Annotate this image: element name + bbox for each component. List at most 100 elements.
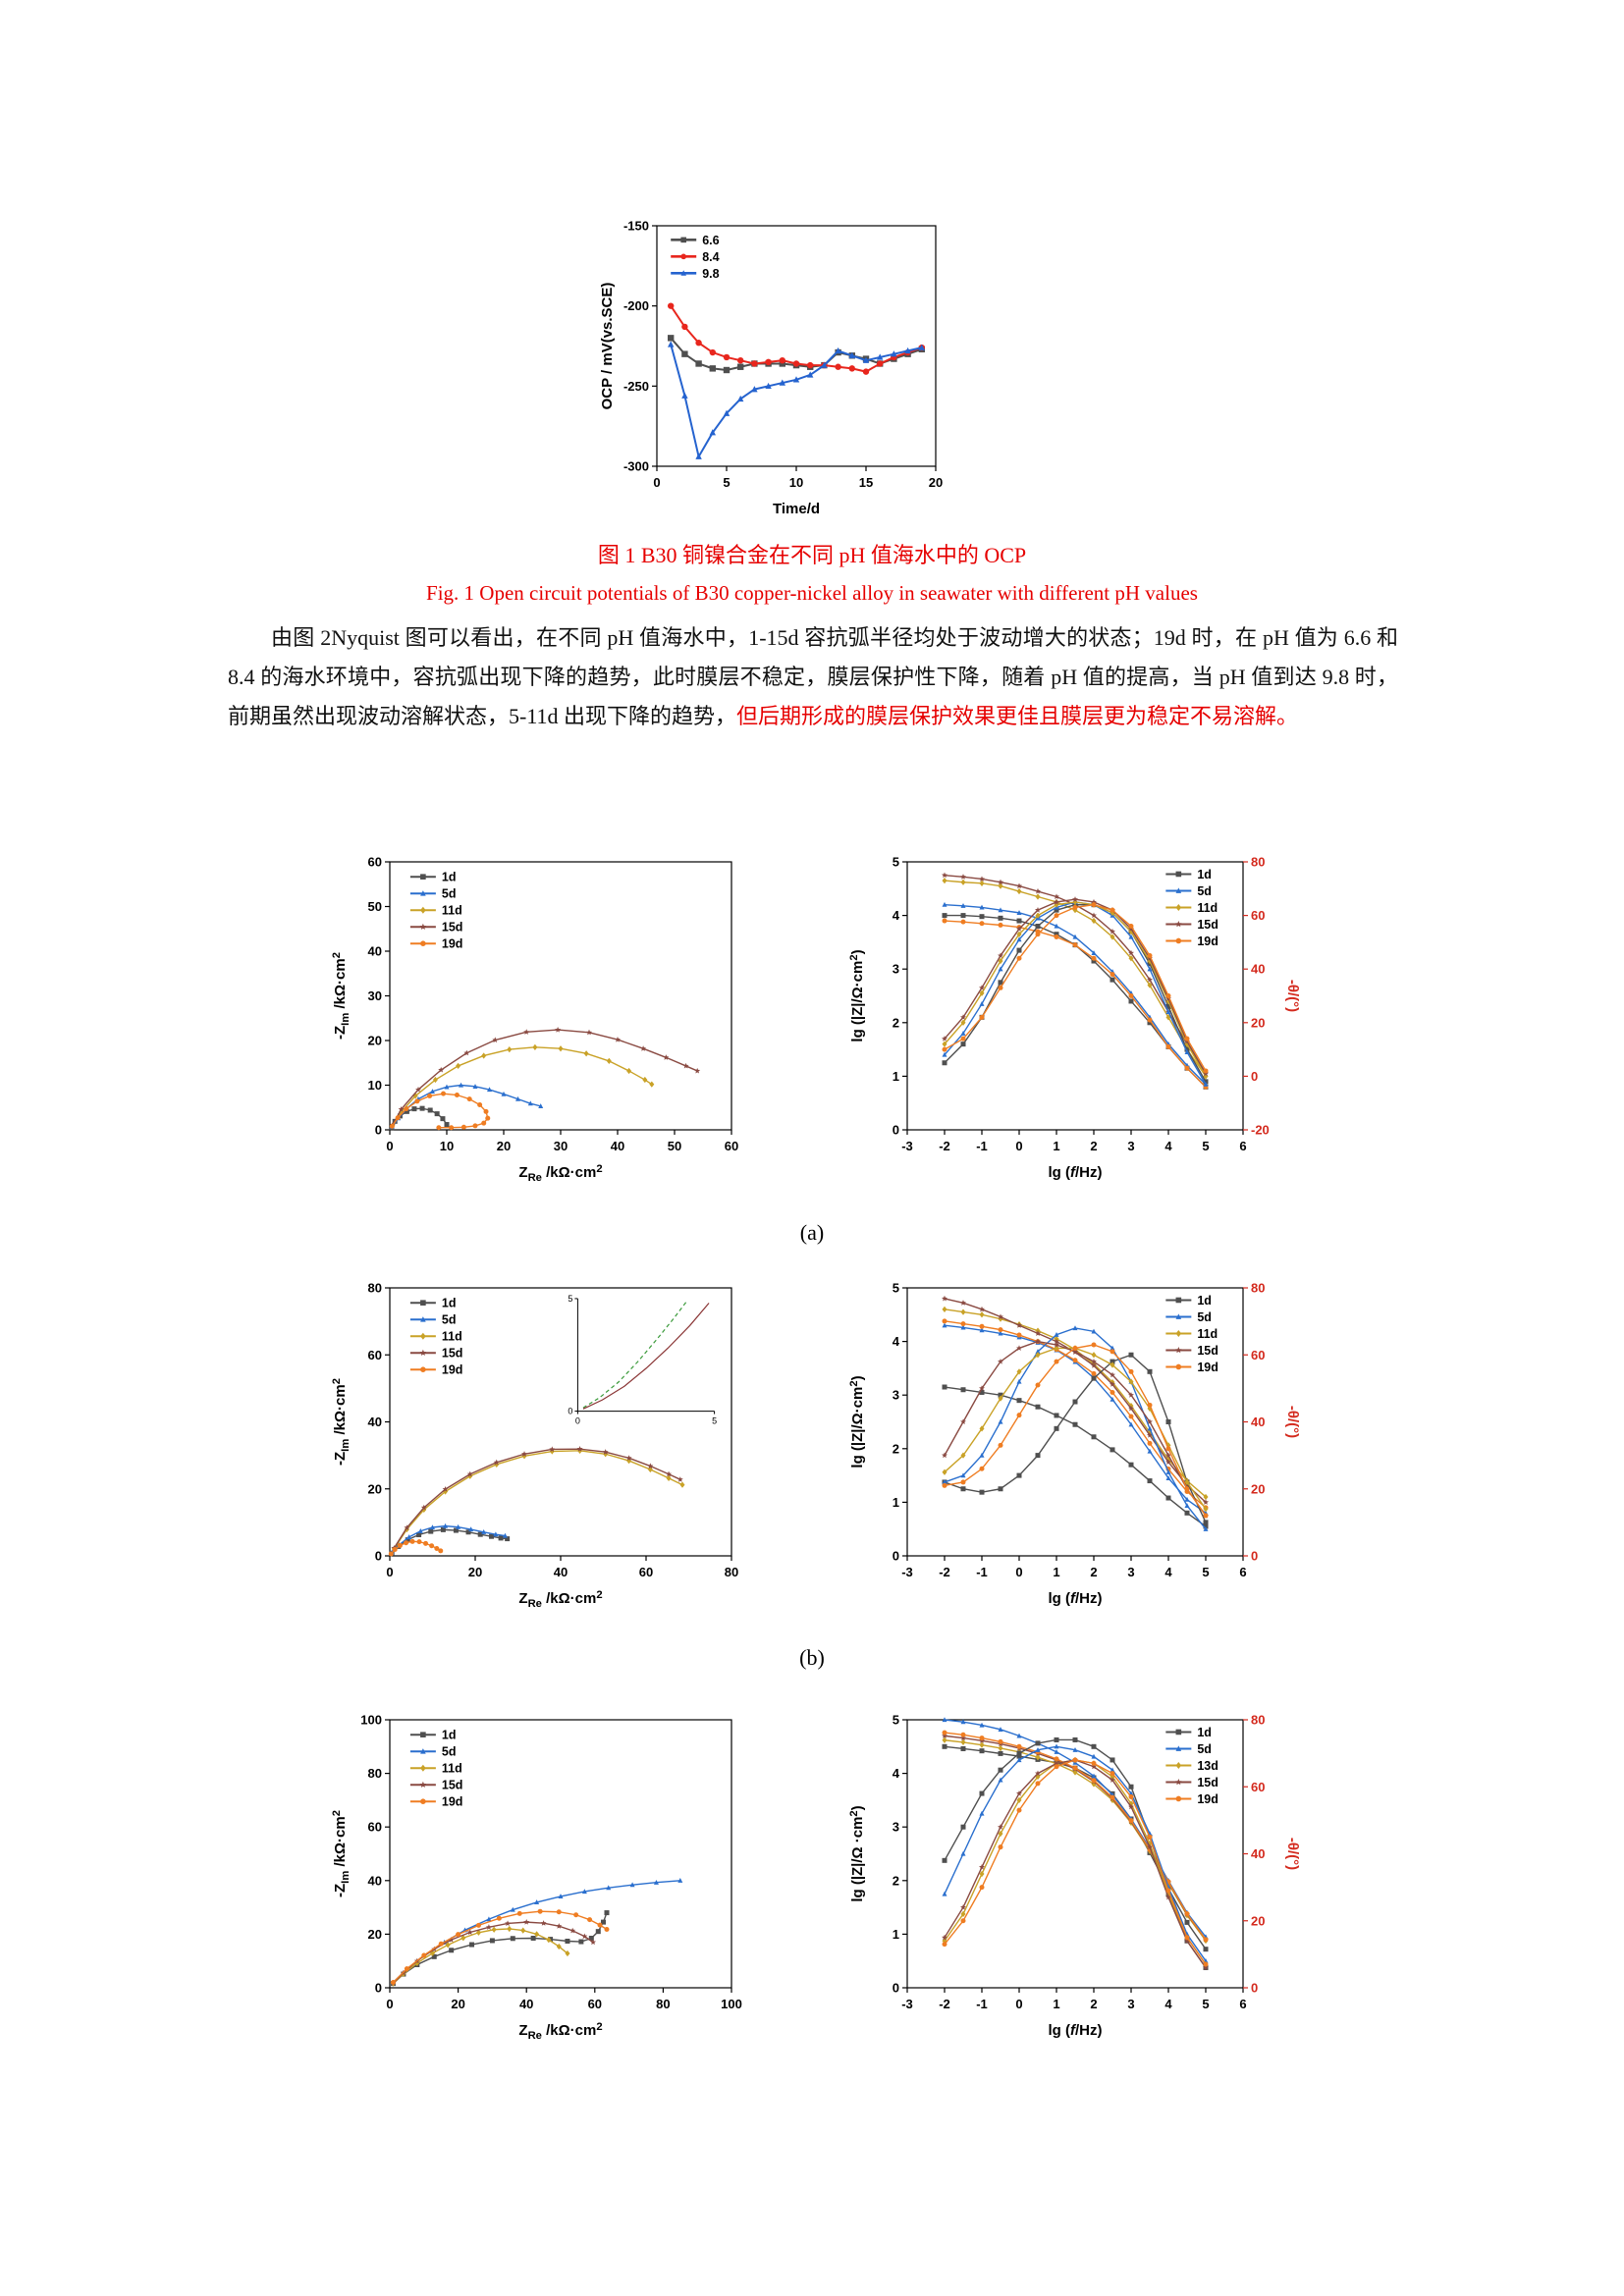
svg-text:60: 60 — [588, 1997, 602, 2011]
svg-text:3: 3 — [893, 1388, 899, 1403]
svg-text:15: 15 — [859, 475, 873, 490]
svg-text:5: 5 — [1202, 1997, 1209, 2011]
svg-text:13d: 13d — [1197, 1759, 1218, 1773]
svg-text:1d: 1d — [442, 871, 457, 884]
svg-text:40: 40 — [611, 1139, 624, 1153]
figure1-caption-zh: 图 1 B30 铜镍合金在不同 pH 值海水中的 OCP — [597, 543, 1027, 567]
svg-text:4: 4 — [893, 908, 900, 923]
svg-text:lg (|Z|/Ω·cm2): lg (|Z|/Ω·cm2) — [848, 1375, 866, 1468]
svg-text:-3: -3 — [901, 1565, 913, 1579]
svg-text:80: 80 — [368, 1766, 382, 1781]
nyquist-b: 0 20 40 60 80 0 20 40 60 80 ZRe /kΩ·cm2 -ZIm /kΩ·cm… — [331, 1281, 738, 1611]
svg-text:10: 10 — [368, 1078, 382, 1093]
svg-text:5d: 5d — [1197, 1310, 1212, 1324]
svg-text:3: 3 — [1127, 1565, 1134, 1579]
svg-text:1d: 1d — [442, 1297, 457, 1310]
svg-text:20: 20 — [1251, 1015, 1265, 1030]
svg-text:60: 60 — [368, 1348, 382, 1362]
nyquist-c: 0 20 40 60 80 100 0 20 40 60 80 100 ZRe /kΩ·cm2 -ZIm … — [331, 1713, 742, 2043]
svg-text:-300: -300 — [623, 459, 649, 474]
svg-text:-θ/(°): -θ/(°) — [1284, 980, 1301, 1012]
svg-text:1d: 1d — [1197, 1726, 1212, 1739]
svg-text:-200: -200 — [623, 298, 649, 313]
svg-text:-150: -150 — [623, 219, 649, 234]
svg-text:10: 10 — [440, 1139, 454, 1153]
paragraph-text-black: 由图 2Nyquist 图可以看出，在不同 pH 值海水中，1-15d 容抗弧半… — [228, 625, 1398, 728]
svg-text:15d: 15d — [442, 1779, 463, 1792]
svg-text:1: 1 — [1053, 1565, 1059, 1579]
svg-text:19d: 19d — [1197, 1361, 1218, 1374]
bode-a: -3 -2 -1 0 1 2 3 4 5 6012345-20020406080-θ/(°)lg … — [848, 855, 1301, 1182]
svg-text:15d: 15d — [442, 1347, 463, 1361]
svg-text:5d: 5d — [442, 1313, 457, 1327]
svg-text:4: 4 — [893, 1766, 900, 1781]
svg-text:30: 30 — [554, 1139, 568, 1153]
body-paragraph: 由图 2Nyquist 图可以看出，在不同 pH 值海水中，1-15d 容抗弧半… — [228, 618, 1398, 736]
bode-chart-b: -3 -2 -1 0 1 2 3 4 5 6 0 1 2 3 4 5 0 20 40 60 80 -θ/(°) lg (f/… — [846, 1268, 1308, 1627]
svg-text:11d: 11d — [442, 904, 462, 918]
svg-text:40: 40 — [1251, 1415, 1265, 1429]
svg-text:10: 10 — [789, 475, 803, 490]
svg-text:4: 4 — [893, 1334, 900, 1349]
svg-text:-20: -20 — [1251, 1123, 1270, 1138]
svg-text:80: 80 — [368, 1281, 382, 1296]
svg-text:50: 50 — [668, 1139, 681, 1153]
svg-text:5: 5 — [893, 1281, 899, 1296]
svg-text:9.8: 9.8 — [702, 267, 719, 281]
svg-text:-θ/(°): -θ/(°) — [1284, 1406, 1301, 1438]
svg-text:30: 30 — [368, 988, 382, 1003]
svg-text:60: 60 — [639, 1565, 653, 1579]
svg-text:ZRe /kΩ·cm2: ZRe /kΩ·cm2 — [518, 1589, 602, 1610]
svg-text:0: 0 — [386, 1139, 393, 1153]
svg-text:0: 0 — [386, 1997, 393, 2011]
svg-text:-2: -2 — [939, 1139, 950, 1153]
svg-text:-θ/(°): -θ/(°) — [1284, 1838, 1301, 1870]
svg-text:-1: -1 — [976, 1139, 988, 1153]
svg-text:5: 5 — [1202, 1565, 1209, 1579]
svg-text:19d: 19d — [442, 937, 463, 951]
svg-text:3: 3 — [893, 1820, 899, 1835]
svg-text:0: 0 — [1015, 1565, 1022, 1579]
svg-text:20: 20 — [1251, 1481, 1265, 1496]
panel-label-b: (b) — [799, 1645, 825, 1670]
svg-text:50: 50 — [368, 899, 382, 914]
svg-text:2: 2 — [1090, 1565, 1097, 1579]
svg-text:-1: -1 — [976, 1997, 988, 2011]
svg-text:5d: 5d — [442, 1745, 457, 1759]
svg-text:1d: 1d — [1197, 1294, 1212, 1308]
svg-text:60: 60 — [1251, 908, 1265, 923]
svg-text:1d: 1d — [442, 1729, 457, 1742]
svg-text:20: 20 — [368, 1034, 382, 1048]
svg-text:20: 20 — [468, 1565, 482, 1579]
svg-text:3: 3 — [1127, 1139, 1134, 1153]
svg-text:2: 2 — [893, 1015, 899, 1030]
svg-text:5: 5 — [723, 475, 730, 490]
svg-text:19d: 19d — [1197, 1792, 1218, 1806]
svg-text:6: 6 — [1239, 1139, 1246, 1153]
svg-text:40: 40 — [368, 944, 382, 959]
svg-text:5: 5 — [712, 1416, 717, 1426]
svg-text:5: 5 — [568, 1294, 572, 1304]
panel-label-a: (a) — [799, 1220, 825, 1245]
svg-text:15d: 15d — [442, 921, 463, 934]
svg-text:60: 60 — [725, 1139, 738, 1153]
svg-text:0: 0 — [575, 1416, 580, 1426]
ocp-chart: 0 5 10 15 20 -300 -250 -200 -150 Time/d OCP / mV(v… — [574, 196, 977, 535]
svg-text:5: 5 — [1202, 1139, 1209, 1153]
svg-text:80: 80 — [725, 1565, 738, 1579]
svg-text:ZRe /kΩ·cm2: ZRe /kΩ·cm2 — [518, 2021, 602, 2042]
svg-text:6: 6 — [1239, 1997, 1246, 2011]
svg-text:OCP / mV(vs.SCE): OCP / mV(vs.SCE) — [599, 283, 616, 410]
svg-text:0: 0 — [386, 1565, 393, 1579]
svg-text:80: 80 — [656, 1997, 670, 2011]
svg-text:80: 80 — [1251, 1281, 1265, 1296]
ocp-chart: 0 5 10 15 20 -300 -250 -200 -150 Time/d OCP / mV(v… — [599, 219, 943, 518]
svg-text:11d: 11d — [442, 1762, 462, 1776]
svg-text:1: 1 — [893, 1495, 899, 1510]
svg-text:4: 4 — [1164, 1139, 1172, 1153]
svg-text:40: 40 — [1251, 962, 1265, 977]
svg-text:2: 2 — [893, 1873, 899, 1888]
svg-text:0: 0 — [1251, 1981, 1258, 1996]
